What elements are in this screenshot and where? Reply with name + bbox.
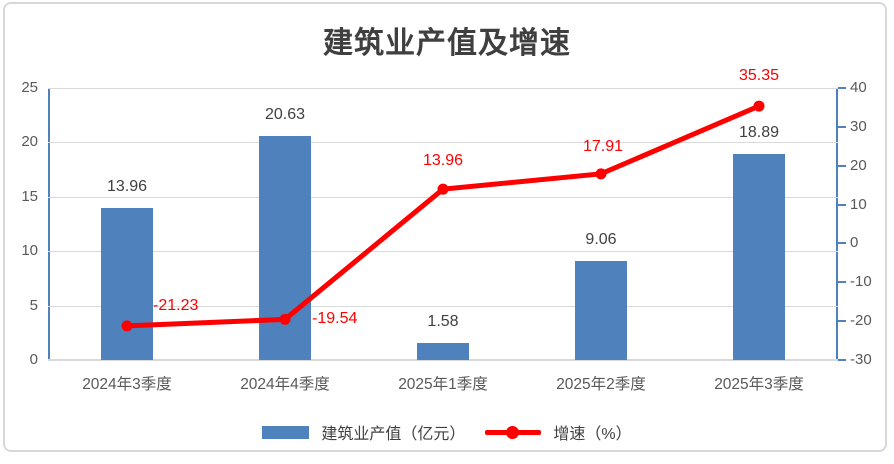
line-stroke [124, 103, 762, 329]
line-value-label: -21.23 [153, 296, 199, 314]
chart-title: 建筑业产值及增速 [323, 26, 571, 61]
line-value-label: 13.96 [422, 152, 464, 170]
right-axis-tick-icon [838, 125, 846, 128]
bar-value-label: 18.89 [738, 124, 780, 142]
line-point-marker [595, 168, 607, 180]
line-point-marker [121, 320, 133, 332]
gridline [48, 196, 838, 198]
line-point-marker [753, 100, 765, 112]
bar-value-label: 13.96 [106, 178, 148, 196]
right-axis-line [836, 88, 838, 360]
left-axis-tick-label: 10 [21, 242, 38, 260]
right-axis-tick-icon [838, 320, 846, 323]
right-axis-tick-icon [838, 203, 846, 206]
line-value-label: 17.91 [582, 137, 624, 155]
right-axis-tick-label: -30 [850, 351, 872, 368]
legend-line-swatch [485, 425, 542, 439]
bar-value-label: 20.63 [264, 105, 306, 123]
legend-line-label: 增速（%） [553, 426, 632, 443]
legend-bar-swatch [262, 425, 310, 439]
left-axis-tick-label: 15 [21, 187, 38, 205]
left-axis-tick-label: 5 [29, 296, 38, 314]
legend: 建筑业产值（亿元） 增速（%） [0, 420, 894, 444]
right-axis-tick-label: 30 [850, 117, 867, 135]
bar [733, 154, 785, 360]
x-axis-category-label: 2024年4季度 [240, 376, 330, 393]
gridline [48, 251, 838, 253]
x-axis-line [48, 359, 838, 361]
right-axis-tick-icon [838, 164, 846, 167]
growth-rate-line [121, 100, 765, 332]
bar [575, 261, 627, 360]
left-axis-tick-label: 20 [21, 133, 38, 151]
gridline [48, 305, 838, 307]
bar [101, 208, 153, 360]
right-axis-tick-label: -20 [850, 312, 872, 330]
right-axis-tick-icon [838, 359, 846, 361]
line-point-marker [279, 313, 291, 325]
left-axis-tick-label: 0 [29, 351, 38, 368]
left-axis-line [48, 88, 50, 360]
line-value-label: -19.54 [312, 310, 358, 328]
x-axis-category-label: 2025年3季度 [714, 376, 804, 393]
right-axis-tick-label: 0 [850, 234, 859, 252]
right-axis-tick-icon [838, 242, 846, 245]
gridline [48, 88, 838, 89]
right-axis-tick-label: 10 [850, 195, 867, 213]
legend-bar-label: 建筑业产值（亿元） [321, 426, 466, 443]
left-axis-tick-label: 25 [21, 79, 38, 96]
bar-value-label: 1.58 [427, 312, 459, 330]
gridline [48, 142, 838, 144]
x-axis-category-label: 2025年1季度 [398, 376, 488, 393]
right-axis-tick-icon [838, 281, 846, 284]
right-axis-tick-label: 40 [850, 79, 867, 96]
right-axis-tick-label: -10 [850, 273, 872, 291]
legend-line-marker-icon [506, 425, 520, 439]
right-axis-tick-label: 20 [850, 156, 867, 174]
x-axis-category-label: 2025年2季度 [556, 376, 646, 393]
line-point-marker [437, 183, 449, 195]
bar [417, 342, 469, 360]
line-value-label: 35.35 [738, 67, 780, 85]
bar-value-label: 9.06 [585, 231, 617, 249]
x-axis-category-label: 2024年3季度 [82, 376, 172, 393]
plot-area [48, 88, 838, 361]
right-axis-tick-icon [838, 87, 846, 89]
